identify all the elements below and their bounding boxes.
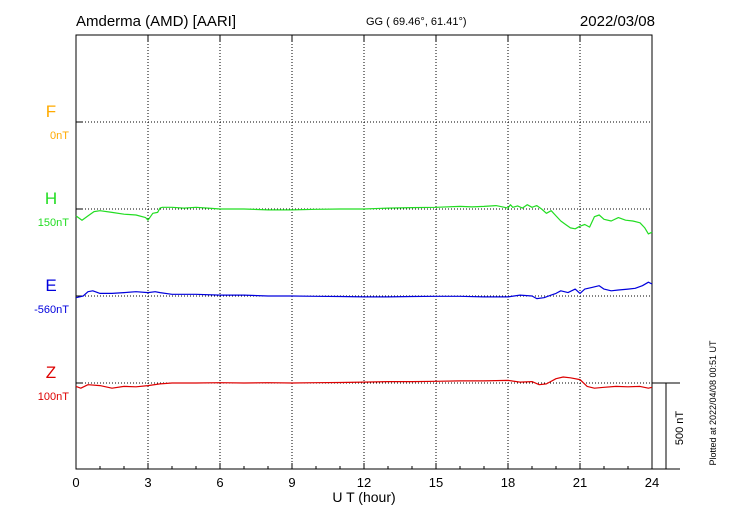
- series-name-H: H: [45, 189, 57, 208]
- x-tick-label-0: 0: [72, 475, 79, 490]
- x-axis-label: U T (hour): [332, 489, 395, 505]
- scale-bar: 500 nT: [652, 382, 686, 470]
- x-tick-label-24: 24: [645, 475, 659, 490]
- chart-subtitle: GG ( 69.46°, 61.41°): [366, 16, 467, 28]
- x-tick-label-3: 3: [144, 475, 151, 490]
- x-tick-label-9: 9: [288, 475, 295, 490]
- series-line-E: [75, 281, 653, 300]
- series-baseline-H: 150nT: [38, 217, 69, 229]
- x-tick-label-6: 6: [216, 475, 223, 490]
- scale-bar-label: 500 nT: [674, 411, 686, 446]
- x-tick-label-12: 12: [357, 475, 371, 490]
- x-tick-label-15: 15: [429, 475, 443, 490]
- series-line-H: [75, 204, 653, 235]
- series-name-F: F: [46, 102, 56, 121]
- series-line-Z: [75, 376, 653, 389]
- series-labels: F 0nT H 150nT E -560nT Z 100nT: [34, 102, 69, 403]
- vertical-grid: [147, 35, 581, 469]
- series-name-E: E: [45, 276, 56, 295]
- series-baseline-Z: 100nT: [38, 391, 69, 403]
- series-baseline-F: 0nT: [50, 130, 69, 142]
- plotted-note: Plotted at 2022/04/08 00:51 UT: [708, 340, 718, 466]
- series-lines: [75, 204, 653, 389]
- x-tick-label-18: 18: [501, 475, 515, 490]
- series-baseline-E: -560nT: [34, 304, 69, 316]
- x-tick-label-21: 21: [573, 475, 587, 490]
- chart-date: 2022/03/08: [580, 13, 655, 30]
- chart-title: Amderma (AMD) [AARI]: [76, 13, 236, 30]
- x-axis-ticks: 0 3 6 9 12 15 18 21 24: [72, 35, 659, 490]
- series-name-Z: Z: [46, 363, 56, 382]
